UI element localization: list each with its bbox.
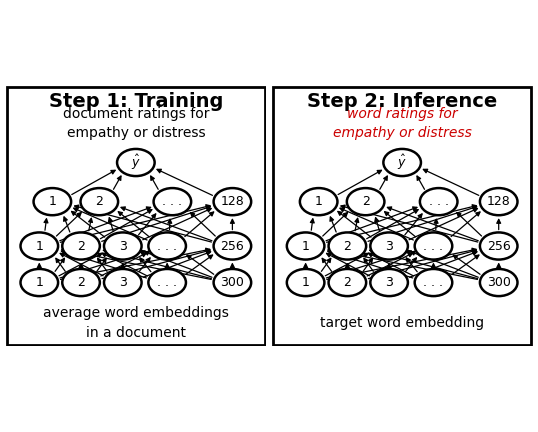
Ellipse shape bbox=[20, 269, 58, 296]
Ellipse shape bbox=[104, 232, 141, 260]
Text: 300: 300 bbox=[221, 276, 244, 289]
Ellipse shape bbox=[104, 269, 141, 296]
Text: Step 1: Training: Step 1: Training bbox=[48, 92, 223, 111]
Text: word ratings for
empathy or distress: word ratings for empathy or distress bbox=[332, 107, 472, 140]
Text: $\hat{y}$: $\hat{y}$ bbox=[397, 153, 407, 172]
Ellipse shape bbox=[81, 188, 118, 215]
Ellipse shape bbox=[214, 232, 251, 260]
Text: 2: 2 bbox=[343, 276, 351, 289]
Text: . . .: . . . bbox=[157, 239, 177, 253]
Ellipse shape bbox=[287, 232, 324, 260]
Ellipse shape bbox=[117, 149, 154, 176]
Text: . . .: . . . bbox=[162, 195, 182, 208]
Ellipse shape bbox=[420, 188, 457, 215]
Ellipse shape bbox=[148, 232, 186, 260]
Text: 2: 2 bbox=[362, 195, 370, 208]
Text: 1: 1 bbox=[48, 195, 56, 208]
Text: 300: 300 bbox=[487, 276, 511, 289]
Ellipse shape bbox=[480, 188, 518, 215]
Text: 3: 3 bbox=[385, 239, 393, 253]
Text: target word embedding: target word embedding bbox=[320, 316, 484, 330]
Ellipse shape bbox=[214, 269, 251, 296]
Ellipse shape bbox=[153, 188, 191, 215]
Text: 1: 1 bbox=[302, 239, 309, 253]
Text: 1: 1 bbox=[36, 239, 43, 253]
Text: 2: 2 bbox=[77, 276, 85, 289]
Ellipse shape bbox=[329, 269, 366, 296]
Text: . . .: . . . bbox=[157, 276, 177, 289]
Ellipse shape bbox=[329, 232, 366, 260]
Ellipse shape bbox=[300, 188, 337, 215]
Ellipse shape bbox=[370, 269, 408, 296]
FancyBboxPatch shape bbox=[6, 87, 265, 345]
Text: . . .: . . . bbox=[423, 239, 443, 253]
Text: 2: 2 bbox=[77, 239, 85, 253]
Ellipse shape bbox=[480, 269, 518, 296]
Text: 1: 1 bbox=[302, 276, 309, 289]
Text: 2: 2 bbox=[343, 239, 351, 253]
Ellipse shape bbox=[287, 269, 324, 296]
Text: 1: 1 bbox=[315, 195, 323, 208]
Text: document ratings for
empathy or distress: document ratings for empathy or distress bbox=[62, 107, 209, 140]
Ellipse shape bbox=[347, 188, 385, 215]
Text: . . .: . . . bbox=[429, 195, 449, 208]
Text: 256: 256 bbox=[221, 239, 244, 253]
Ellipse shape bbox=[33, 188, 71, 215]
Text: $\hat{y}$: $\hat{y}$ bbox=[131, 153, 141, 172]
Ellipse shape bbox=[20, 232, 58, 260]
Ellipse shape bbox=[214, 188, 251, 215]
Text: average word embeddings
in a document: average word embeddings in a document bbox=[43, 306, 229, 340]
Text: 1: 1 bbox=[36, 276, 43, 289]
Text: 3: 3 bbox=[385, 276, 393, 289]
Text: 2: 2 bbox=[95, 195, 103, 208]
Text: 3: 3 bbox=[119, 276, 127, 289]
Text: 3: 3 bbox=[119, 239, 127, 253]
Ellipse shape bbox=[415, 232, 452, 260]
Text: Step 2: Inference: Step 2: Inference bbox=[307, 92, 497, 111]
Ellipse shape bbox=[480, 232, 518, 260]
Ellipse shape bbox=[62, 269, 100, 296]
Text: . . .: . . . bbox=[423, 276, 443, 289]
Ellipse shape bbox=[370, 232, 408, 260]
Ellipse shape bbox=[384, 149, 421, 176]
Ellipse shape bbox=[148, 269, 186, 296]
Text: 128: 128 bbox=[221, 195, 244, 208]
FancyBboxPatch shape bbox=[273, 87, 532, 345]
Ellipse shape bbox=[415, 269, 452, 296]
Text: 256: 256 bbox=[487, 239, 511, 253]
Text: 128: 128 bbox=[487, 195, 511, 208]
Ellipse shape bbox=[62, 232, 100, 260]
